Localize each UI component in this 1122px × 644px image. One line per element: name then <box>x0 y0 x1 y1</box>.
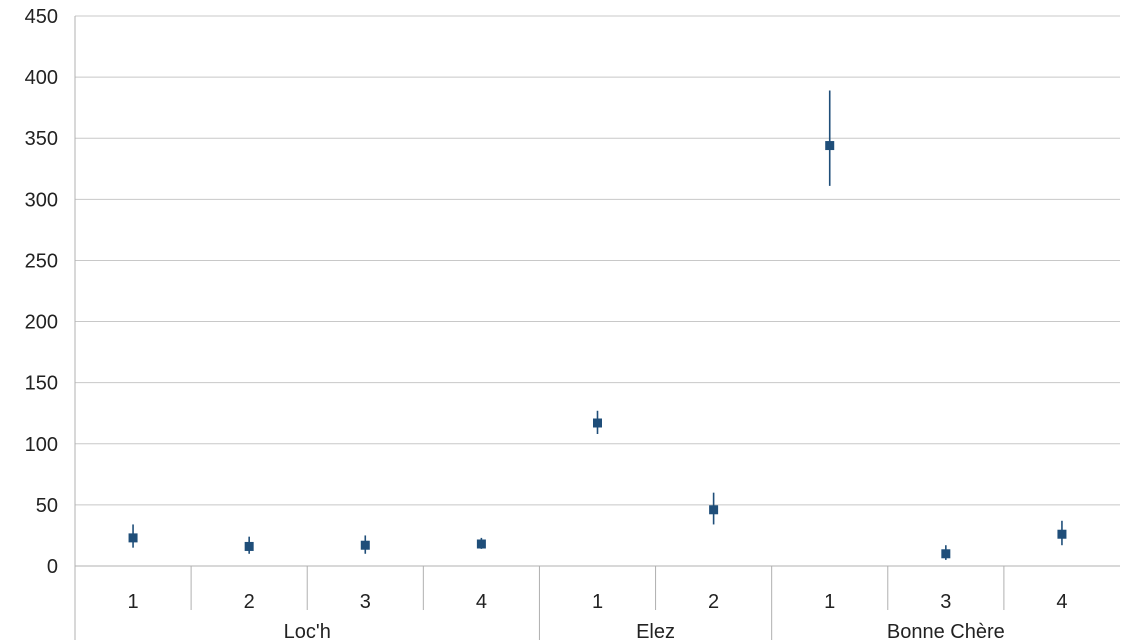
x-group-label: Elez <box>636 621 675 643</box>
point-marker <box>476 539 486 549</box>
y-tick-label: 200 <box>25 312 58 334</box>
y-tick-label: 50 <box>36 495 58 517</box>
x-category-label: 2 <box>708 591 719 613</box>
x-category-label: 3 <box>940 591 951 613</box>
point-marker <box>360 540 370 550</box>
data-point <box>1057 520 1067 546</box>
x-category-label: 1 <box>127 591 138 613</box>
axes <box>74 16 1120 640</box>
point-marker <box>1057 529 1067 539</box>
y-tick-label: 300 <box>25 189 58 211</box>
data-point <box>360 535 370 554</box>
point-marker <box>593 418 602 428</box>
x-category-label: 4 <box>1056 591 1067 613</box>
data-point <box>941 545 951 560</box>
gridlines <box>75 15 1120 506</box>
point-marker <box>128 533 138 543</box>
x-category-label: 1 <box>824 591 835 613</box>
data-point <box>825 90 835 186</box>
x-category-label: 4 <box>476 591 487 613</box>
y-axis-tick-labels: 0 50 100 150 200 250 300 350 400 450 <box>25 6 58 578</box>
y-tick-label: 450 <box>25 6 58 28</box>
y-tick-label: 0 <box>47 556 58 578</box>
data-point <box>244 536 254 554</box>
point-marker <box>709 505 719 515</box>
x-category-label: 1 <box>592 591 603 613</box>
data-points <box>128 90 1067 560</box>
y-tick-label: 150 <box>25 373 58 395</box>
y-tick-label: 250 <box>25 250 58 272</box>
y-tick-label: 350 <box>25 128 58 150</box>
x-group-label: Bonne Chère <box>887 621 1005 643</box>
x-group-label: Loc'h <box>284 621 331 643</box>
x-axis-group-labels: Loc'h Elez Bonne Chère <box>284 621 1005 643</box>
data-point <box>476 537 486 549</box>
point-marker <box>941 549 951 559</box>
y-tick-label: 100 <box>25 434 58 456</box>
x-axis-category-labels: 1 2 3 4 1 2 1 3 4 <box>127 591 1067 613</box>
data-point <box>709 492 719 525</box>
y-tick-label: 400 <box>25 67 58 89</box>
data-point <box>128 524 138 548</box>
point-marker <box>825 141 835 151</box>
x-category-label: 3 <box>360 591 371 613</box>
point-marker <box>244 541 254 551</box>
x-category-label: 2 <box>244 591 255 613</box>
data-point <box>593 410 602 434</box>
